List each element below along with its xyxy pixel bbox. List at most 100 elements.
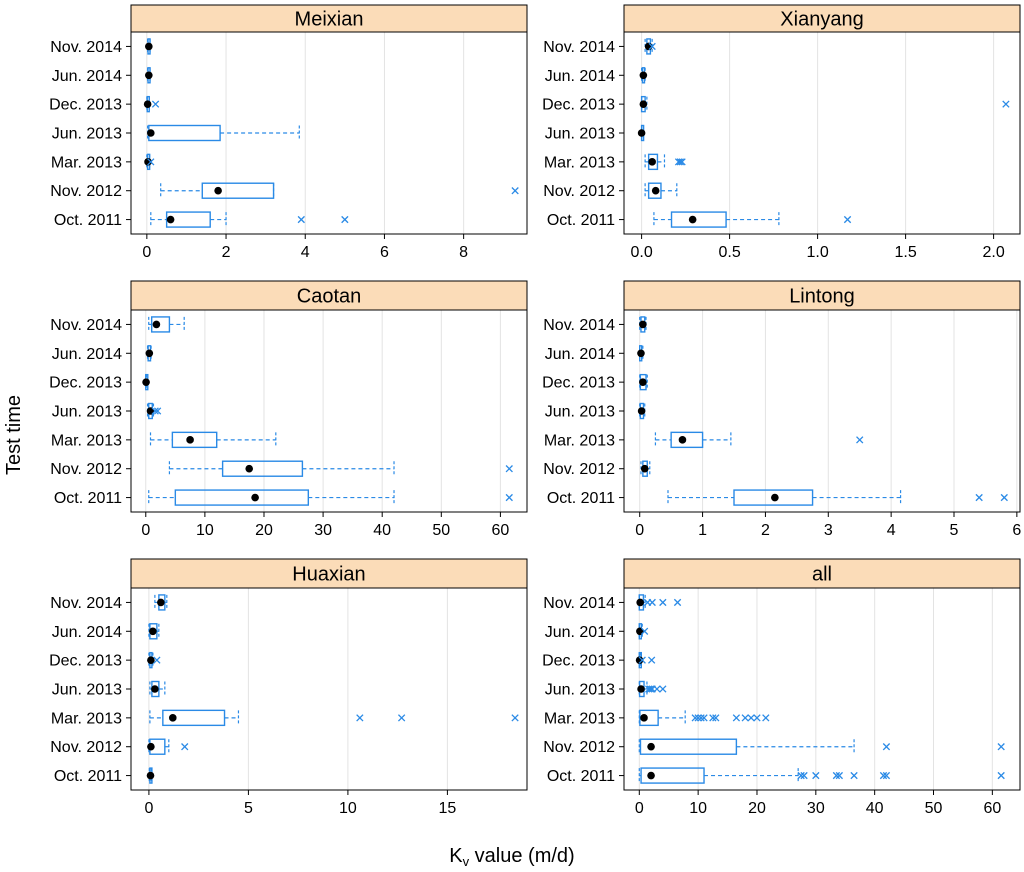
median-dot <box>251 493 259 502</box>
median-dot <box>145 349 154 358</box>
outlier-stroke <box>856 436 864 444</box>
x-tick-label: 15 <box>439 800 457 817</box>
outlier-stroke <box>640 627 649 635</box>
panel-strip <box>623 280 1021 311</box>
outlier-stroke <box>153 407 162 415</box>
outlier-point <box>648 598 656 607</box>
outlier-point <box>753 714 761 722</box>
outlier-point <box>341 215 349 224</box>
outlier-stroke <box>832 771 841 780</box>
outlier-stroke <box>511 187 519 195</box>
panel-title: Caotan <box>297 286 362 308</box>
outlier-point <box>800 771 808 780</box>
median-dot <box>635 656 644 664</box>
median-dot <box>648 158 656 166</box>
outlier-point <box>712 714 720 722</box>
x-tick-label: 50 <box>432 522 450 539</box>
outlier-stroke <box>678 158 686 166</box>
outlier-stroke <box>762 714 770 722</box>
y-tick-label: Jun. 2014 <box>52 624 122 641</box>
x-tick-label: 1.5 <box>894 244 916 261</box>
x-tick-label: 50 <box>925 800 943 817</box>
panel-title: Lintong <box>789 286 855 308</box>
outlier-stroke <box>694 714 702 722</box>
median-dot <box>168 714 177 722</box>
outlier-stroke <box>659 598 667 607</box>
x-tick-label: 1.0 <box>806 244 828 261</box>
outlier-point <box>153 407 162 415</box>
median-dot <box>144 158 152 166</box>
panel-xianyang: Xianyang Oct. 2011 Nov. 2012 Mar. 2013 Jun. … <box>542 4 1021 261</box>
outlier-point <box>505 493 513 502</box>
outlier-point <box>882 771 891 780</box>
panel-title: Xianyang <box>780 9 863 31</box>
box <box>174 489 310 506</box>
outlier-stroke <box>153 656 161 664</box>
outlier-stroke <box>673 598 682 607</box>
y-tick-label: Nov. 2014 <box>50 317 122 334</box>
y-tick-label: Mar. 2013 <box>544 154 615 171</box>
x-tick-label: 4 <box>301 244 310 261</box>
median-dot <box>149 627 157 636</box>
outlier-point <box>812 771 820 780</box>
panel-meixian: Meixian Oct. 2011 Nov. 2012 Mar. 2013 Jun. 2… <box>49 4 528 261</box>
x-tick-label: 2 <box>222 244 231 261</box>
x-tick-label: 5 <box>244 800 253 817</box>
median-dot <box>771 493 779 502</box>
outlier-point <box>741 714 749 722</box>
outlier-stroke <box>341 215 349 224</box>
y-tick-label: Nov. 2012 <box>50 461 122 478</box>
outlier-stroke <box>648 598 656 607</box>
y-tick-label: Jun. 2013 <box>52 404 122 421</box>
box <box>201 182 275 199</box>
outlier-stroke <box>800 771 808 780</box>
x-tick-label: 6 <box>1012 522 1021 539</box>
outlier-stroke <box>676 158 684 166</box>
x-tick-label: 0.0 <box>630 244 652 261</box>
y-tick-label: Oct. 2011 <box>547 490 615 507</box>
box <box>171 431 218 449</box>
median-dot <box>688 215 697 224</box>
y-tick-label: Oct. 2011 <box>547 768 615 785</box>
x-tick-label: 0 <box>142 244 151 261</box>
y-tick-label: Jun. 2014 <box>52 68 122 85</box>
outlier-point <box>997 743 1005 751</box>
x-tick-label: 10 <box>689 800 707 817</box>
y-tick-label: Jun. 2013 <box>52 126 122 143</box>
y-tick-label: Jun. 2013 <box>52 682 122 699</box>
outlier-stroke <box>997 743 1005 751</box>
outlier-stroke <box>797 771 805 780</box>
outlier-point <box>659 598 667 607</box>
outlier-stroke <box>151 100 160 108</box>
outlier-point <box>1000 493 1008 502</box>
median-dot <box>637 685 645 693</box>
outlier-point <box>1002 100 1010 108</box>
outlier-point <box>673 598 682 607</box>
x-tick-label: 2.0 <box>982 244 1004 261</box>
outlier-point <box>647 656 656 664</box>
panel-strip <box>130 280 528 311</box>
outlier-stroke <box>812 771 820 780</box>
panel-strip <box>623 558 1021 589</box>
box <box>670 211 727 228</box>
median-dot <box>639 71 648 80</box>
median-dot <box>157 598 165 607</box>
median-dot <box>145 71 153 80</box>
outlier-point <box>856 436 864 444</box>
panel-frame <box>623 587 1021 791</box>
box <box>639 738 738 755</box>
x-tick-label: 10 <box>196 522 214 539</box>
box <box>165 211 211 228</box>
x-tick-label: 10 <box>339 800 357 817</box>
outlier-stroke <box>747 714 755 722</box>
y-tick-label: Dec. 2013 <box>49 653 122 670</box>
median-dot <box>639 100 648 108</box>
outlier-point <box>356 714 364 722</box>
x-tick-label: 20 <box>255 522 273 539</box>
median-dot <box>640 464 649 473</box>
median-dot <box>647 771 655 780</box>
y-axis-title: Test time <box>3 395 25 475</box>
median-dot <box>151 685 159 693</box>
y-tick-label: Mar. 2013 <box>544 432 615 449</box>
